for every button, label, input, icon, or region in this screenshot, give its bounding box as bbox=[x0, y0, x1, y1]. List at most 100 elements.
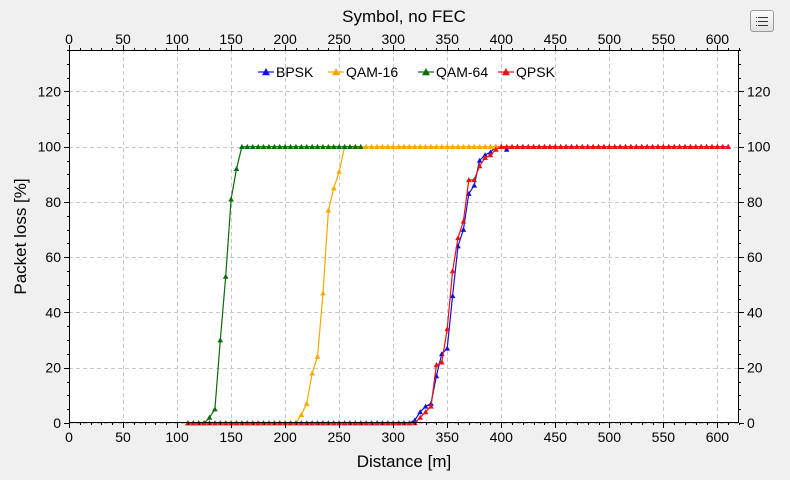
x-tick-label: 550 bbox=[652, 429, 676, 445]
legend-item-bpsk: BPSK bbox=[258, 64, 314, 80]
data-point bbox=[406, 143, 413, 149]
data-point bbox=[476, 157, 483, 163]
data-point bbox=[687, 143, 694, 149]
data-point bbox=[590, 143, 596, 149]
y2-tick-label: 80 bbox=[747, 194, 763, 210]
data-point bbox=[298, 143, 305, 149]
y-tick-label: 120 bbox=[38, 83, 62, 99]
legend-label: QAM-64 bbox=[436, 64, 488, 80]
hamburger-menu-icon[interactable] bbox=[750, 10, 774, 32]
legend-marker bbox=[502, 68, 510, 76]
x2-tick-label: 0 bbox=[65, 31, 73, 47]
data-point bbox=[217, 337, 224, 343]
data-point bbox=[330, 143, 337, 149]
data-point bbox=[266, 143, 272, 149]
data-point bbox=[574, 143, 580, 149]
data-point bbox=[336, 168, 342, 174]
data-point bbox=[482, 152, 488, 158]
data-point bbox=[552, 143, 559, 149]
data-point bbox=[271, 143, 278, 149]
data-point bbox=[638, 143, 645, 149]
data-point bbox=[487, 152, 494, 158]
axis-ticks: 0050501001001501502002002502503003003503… bbox=[38, 31, 771, 445]
x2-tick-label: 550 bbox=[652, 31, 676, 47]
data-point bbox=[303, 400, 310, 406]
x2-tick-label: 100 bbox=[165, 31, 189, 47]
y2-tick-label: 20 bbox=[747, 360, 763, 376]
data-point bbox=[611, 143, 618, 149]
data-point bbox=[309, 143, 315, 149]
data-point bbox=[487, 143, 494, 149]
data-point bbox=[390, 143, 396, 149]
data-point bbox=[422, 143, 429, 149]
data-point bbox=[417, 414, 424, 420]
data-point bbox=[568, 143, 575, 149]
x2-tick-label: 200 bbox=[273, 31, 297, 47]
data-point bbox=[455, 143, 461, 149]
x-tick-label: 150 bbox=[219, 429, 243, 445]
legend-label: BPSK bbox=[276, 64, 314, 80]
legend-marker bbox=[422, 68, 430, 76]
plot-border bbox=[69, 50, 739, 423]
data-point bbox=[417, 143, 424, 149]
data-point bbox=[460, 226, 467, 232]
data-point bbox=[471, 177, 478, 183]
x2-tick-label: 250 bbox=[327, 31, 351, 47]
data-point bbox=[244, 143, 251, 149]
legend-item-qpsk: QPSK bbox=[498, 64, 556, 80]
data-point bbox=[714, 143, 721, 149]
data-point bbox=[557, 143, 564, 149]
data-point bbox=[655, 143, 661, 149]
data-point bbox=[422, 409, 429, 415]
data-point bbox=[471, 143, 478, 149]
data-point bbox=[476, 143, 483, 149]
data-point bbox=[482, 154, 488, 160]
x-tick-label: 200 bbox=[273, 429, 297, 445]
data-point bbox=[449, 268, 456, 274]
data-point bbox=[433, 362, 440, 368]
data-point bbox=[276, 143, 283, 149]
data-point bbox=[341, 143, 348, 149]
data-point bbox=[449, 143, 456, 149]
legend-marker bbox=[262, 68, 270, 76]
data-point bbox=[422, 403, 429, 409]
data-point bbox=[692, 143, 699, 149]
data-point bbox=[212, 406, 218, 412]
x2-tick-label: 500 bbox=[598, 31, 622, 47]
data-point bbox=[460, 143, 467, 149]
data-point bbox=[601, 143, 607, 149]
data-point bbox=[330, 185, 337, 191]
data-point bbox=[584, 143, 591, 149]
y-tick-label: 80 bbox=[45, 194, 61, 210]
data-point bbox=[357, 143, 364, 149]
data-point bbox=[325, 207, 332, 213]
data-point bbox=[579, 143, 586, 149]
data-point bbox=[363, 143, 369, 149]
data-point bbox=[493, 146, 499, 152]
data-point bbox=[314, 143, 321, 149]
data-point bbox=[471, 182, 478, 188]
data-point bbox=[633, 143, 640, 149]
y2-tick-label: 0 bbox=[747, 415, 755, 431]
data-point bbox=[536, 143, 542, 149]
data-point bbox=[417, 409, 424, 415]
x-tick-label: 500 bbox=[598, 429, 622, 445]
data-point bbox=[660, 143, 667, 149]
y2-tick-label: 60 bbox=[747, 249, 763, 265]
data-point bbox=[547, 143, 553, 149]
data-point bbox=[303, 143, 310, 149]
data-point bbox=[628, 143, 634, 149]
legend: BPSK QAM-16 QAM-64 QPSK bbox=[258, 64, 556, 80]
data-point bbox=[320, 143, 326, 149]
data-point bbox=[412, 143, 418, 149]
x-tick-label: 300 bbox=[382, 429, 406, 445]
data-point bbox=[428, 403, 434, 409]
data-point bbox=[325, 143, 332, 149]
data-point bbox=[309, 370, 315, 376]
chart-title: Symbol, no FEC bbox=[342, 7, 466, 26]
data-point bbox=[520, 143, 526, 149]
data-point bbox=[433, 143, 440, 149]
data-point bbox=[665, 143, 672, 149]
data-point bbox=[493, 143, 499, 149]
